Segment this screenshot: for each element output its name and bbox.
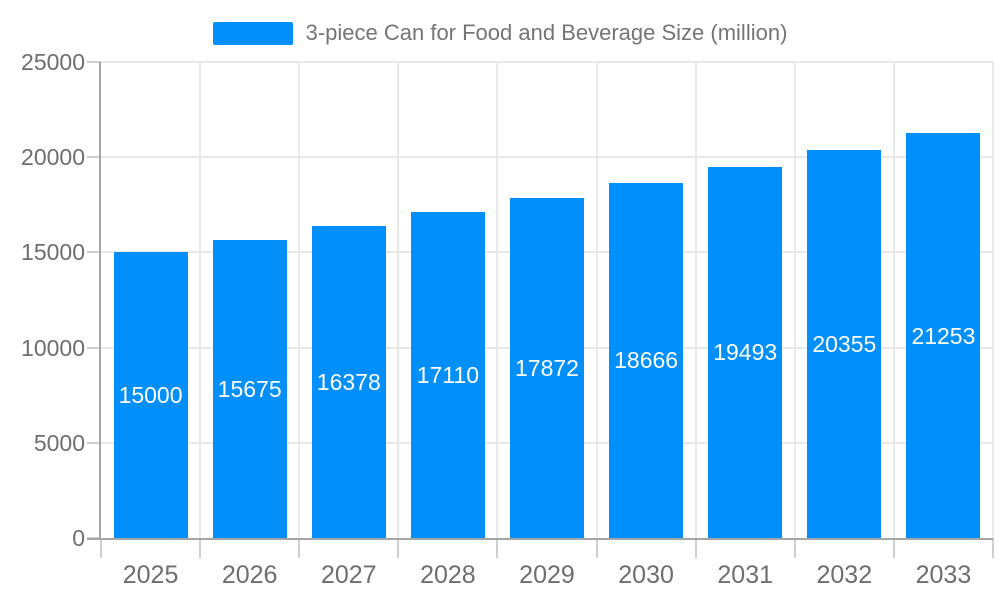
- bar-2030: [609, 182, 684, 538]
- y-axis-line: [99, 62, 101, 538]
- bar-value-label: 15675: [217, 375, 282, 402]
- y-tick: [87, 61, 101, 63]
- x-gridline: [694, 62, 697, 538]
- legend[interactable]: 3-piece Can for Food and Beverage Size (…: [0, 20, 1000, 46]
- x-axis-label: 2032: [816, 561, 873, 589]
- x-tick: [397, 538, 400, 558]
- bar-2029: [510, 197, 584, 538]
- bar-value-label: 16378: [316, 369, 381, 396]
- x-axis-label: 2028: [420, 561, 476, 589]
- x-axis-label: 2025: [122, 561, 179, 589]
- x-tick: [694, 538, 697, 558]
- x-axis-label: 2029: [519, 561, 575, 589]
- y-axis-label: 15000: [21, 239, 85, 266]
- bar-value-label: 17872: [515, 354, 579, 381]
- y-axis-label: 10000: [21, 334, 85, 361]
- x-tick: [100, 538, 102, 558]
- bar-2027: [311, 226, 386, 538]
- plot-area: 15000 2025 15675 2026 16378 2027 17110 2028 1787…: [87, 61, 994, 589]
- legend-label: 3-piece Can for Food and Beverage Size (…: [305, 20, 788, 45]
- bar-value-label: 17110: [416, 362, 480, 389]
- bar-value-label: 15000: [118, 382, 183, 409]
- bar-2033: [906, 133, 981, 538]
- bar-value-label: 19493: [713, 339, 778, 366]
- y-tick: [87, 346, 101, 349]
- x-gridline: [496, 62, 499, 538]
- bar-value-label: 18666: [614, 347, 679, 374]
- legend-swatch-icon: [212, 21, 293, 45]
- x-tick: [793, 538, 796, 558]
- x-gridline: [397, 62, 400, 538]
- bar-2031: [708, 166, 783, 538]
- y-axis-label: 0: [72, 525, 85, 551]
- y-axis-label: 20000: [21, 144, 85, 171]
- x-tick: [992, 538, 994, 558]
- y-gridline: [101, 61, 993, 63]
- y-tick: [87, 441, 101, 444]
- bar-2025: [113, 252, 188, 538]
- x-axis-label: 2033: [915, 561, 972, 589]
- x-axis-label: 2026: [221, 561, 278, 589]
- x-tick: [199, 538, 202, 558]
- y-axis-label: 25000: [21, 49, 85, 75]
- x-tick: [298, 538, 301, 558]
- x-axis-label: 2031: [717, 561, 774, 589]
- bar-2032: [807, 150, 882, 538]
- x-axis-line: [87, 538, 993, 540]
- bar-2026: [212, 239, 287, 538]
- y-tick: [87, 156, 101, 159]
- x-gridline: [793, 62, 796, 538]
- y-axis-label: 5000: [33, 429, 85, 456]
- x-gridline: [595, 62, 598, 538]
- x-tick: [892, 538, 895, 558]
- x-gridline: [992, 62, 994, 538]
- x-tick: [496, 538, 499, 558]
- x-gridline: [298, 62, 301, 538]
- x-tick: [595, 538, 598, 558]
- bar-value-label: 21253: [911, 322, 976, 349]
- bar-2028: [410, 212, 485, 538]
- y-gridline: [101, 156, 993, 159]
- bar-value-label: 20355: [812, 331, 877, 358]
- x-axis-label: 2027: [320, 561, 377, 589]
- x-gridline: [199, 62, 202, 538]
- x-gridline: [892, 62, 895, 538]
- y-tick: [87, 251, 101, 254]
- x-axis-label: 2030: [618, 561, 674, 589]
